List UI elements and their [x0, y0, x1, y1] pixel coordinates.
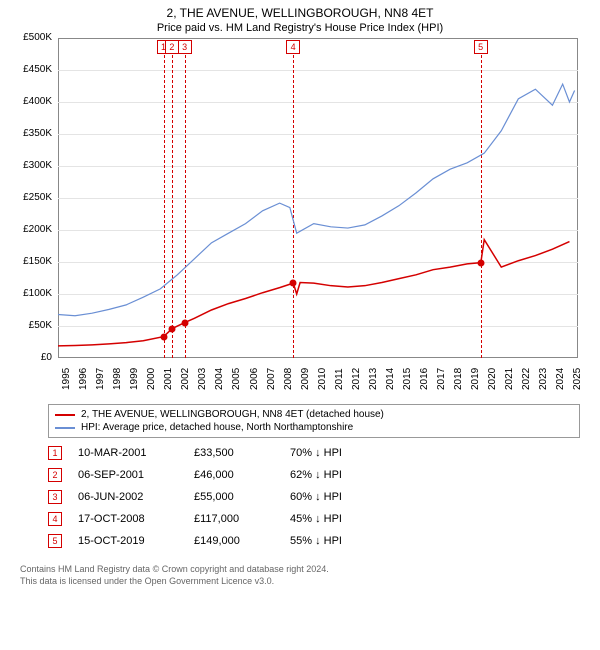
x-axis-label: 2013 — [368, 368, 379, 390]
table-cell: 06-SEP-2001 — [78, 469, 178, 481]
legend-item-hpi: HPI: Average price, detached house, Nort… — [55, 422, 573, 433]
table-cell: 70% ↓ HPI — [290, 447, 370, 459]
sale-marker: 5 — [48, 534, 62, 548]
x-axis-label: 1995 — [61, 368, 72, 390]
x-axis-label: 2000 — [146, 368, 157, 390]
table-cell: 17-OCT-2008 — [78, 513, 178, 525]
x-axis-label: 2001 — [163, 368, 174, 390]
x-axis-label: 2018 — [453, 368, 464, 390]
sale-marker: 3 — [48, 490, 62, 504]
x-axis-label: 2004 — [214, 368, 225, 390]
y-axis-label: £500K — [14, 32, 52, 43]
x-axis-label: 2006 — [249, 368, 260, 390]
x-axis-label: 2024 — [555, 368, 566, 390]
table-row: 1 10-MAR-2001 £33,500 70% ↓ HPI — [48, 442, 580, 464]
x-axis-label: 2008 — [283, 368, 294, 390]
table-row: 5 15-OCT-2019 £149,000 55% ↓ HPI — [48, 530, 580, 552]
sale-marker: 1 — [48, 446, 62, 460]
y-axis-label: £350K — [14, 128, 52, 139]
y-axis-label: £200K — [14, 224, 52, 235]
sale-marker: 2 — [48, 468, 62, 482]
y-axis-label: £250K — [14, 192, 52, 203]
table-cell: 62% ↓ HPI — [290, 469, 370, 481]
x-axis-label: 2019 — [470, 368, 481, 390]
table-cell: 60% ↓ HPI — [290, 491, 370, 503]
x-axis-label: 2003 — [197, 368, 208, 390]
y-axis-label: £50K — [14, 320, 52, 331]
table-cell: £117,000 — [194, 513, 274, 525]
table-cell: £46,000 — [194, 469, 274, 481]
x-axis-label: 1997 — [95, 368, 106, 390]
table-row: 4 17-OCT-2008 £117,000 45% ↓ HPI — [48, 508, 580, 530]
x-axis-label: 2012 — [351, 368, 362, 390]
legend-item-price-paid: 2, THE AVENUE, WELLINGBOROUGH, NN8 4ET (… — [55, 409, 573, 420]
y-axis-label: £400K — [14, 96, 52, 107]
sale-point-icon — [160, 333, 167, 340]
table-cell: 15-OCT-2019 — [78, 535, 178, 547]
table-cell: 10-MAR-2001 — [78, 447, 178, 459]
table-cell: £149,000 — [194, 535, 274, 547]
y-axis-label: £450K — [14, 64, 52, 75]
x-axis-label: 2010 — [317, 368, 328, 390]
y-axis-label: £100K — [14, 288, 52, 299]
legend-label: 2, THE AVENUE, WELLINGBOROUGH, NN8 4ET (… — [81, 409, 384, 420]
legend-swatch-icon — [55, 427, 75, 429]
y-axis-label: £150K — [14, 256, 52, 267]
x-axis-label: 2009 — [300, 368, 311, 390]
x-axis-label: 2021 — [504, 368, 515, 390]
legend-swatch-icon — [55, 414, 75, 416]
sale-marker: 5 — [474, 40, 488, 54]
chart-title: 2, THE AVENUE, WELLINGBOROUGH, NN8 4ET — [0, 0, 600, 20]
sale-point-icon — [290, 280, 297, 287]
footer-line: Contains HM Land Registry data © Crown c… — [20, 564, 580, 576]
sale-point-icon — [477, 259, 484, 266]
x-axis-label: 2025 — [572, 368, 583, 390]
sale-marker: 4 — [48, 512, 62, 526]
x-axis-label: 2022 — [521, 368, 532, 390]
x-axis-label: 2020 — [487, 368, 498, 390]
x-axis-label: 2015 — [402, 368, 413, 390]
sale-marker: 4 — [286, 40, 300, 54]
chart-subtitle: Price paid vs. HM Land Registry's House … — [0, 20, 600, 38]
x-axis-label: 2016 — [419, 368, 430, 390]
sale-point-icon — [181, 319, 188, 326]
x-axis-label: 2014 — [385, 368, 396, 390]
table-row: 2 06-SEP-2001 £46,000 62% ↓ HPI — [48, 464, 580, 486]
table-row: 3 06-JUN-2002 £55,000 60% ↓ HPI — [48, 486, 580, 508]
x-axis-label: 2017 — [436, 368, 447, 390]
x-axis-label: 2023 — [538, 368, 549, 390]
table-cell: 45% ↓ HPI — [290, 513, 370, 525]
x-axis-label: 2005 — [231, 368, 242, 390]
table-cell: 06-JUN-2002 — [78, 491, 178, 503]
table-cell: £33,500 — [194, 447, 274, 459]
x-axis-label: 1996 — [78, 368, 89, 390]
footer-line: This data is licensed under the Open Gov… — [20, 576, 580, 588]
table-cell: 55% ↓ HPI — [290, 535, 370, 547]
x-axis-label: 2011 — [334, 368, 345, 390]
y-axis-label: £0 — [14, 352, 52, 363]
legend: 2, THE AVENUE, WELLINGBOROUGH, NN8 4ET (… — [48, 404, 580, 438]
sale-marker: 3 — [178, 40, 192, 54]
legend-label: HPI: Average price, detached house, Nort… — [81, 422, 353, 433]
sale-point-icon — [168, 325, 175, 332]
x-axis-label: 2007 — [266, 368, 277, 390]
footer: Contains HM Land Registry data © Crown c… — [20, 564, 580, 587]
x-axis-label: 2002 — [180, 368, 191, 390]
table-cell: £55,000 — [194, 491, 274, 503]
chart-area: £0 £50K £100K £150K £200K £250K £300K £350K £400… — [10, 38, 590, 398]
x-axis-label: 1999 — [129, 368, 140, 390]
sales-table: 1 10-MAR-2001 £33,500 70% ↓ HPI 2 06-SEP-2001… — [48, 442, 580, 552]
x-axis-label: 1998 — [112, 368, 123, 390]
y-axis-label: £300K — [14, 160, 52, 171]
